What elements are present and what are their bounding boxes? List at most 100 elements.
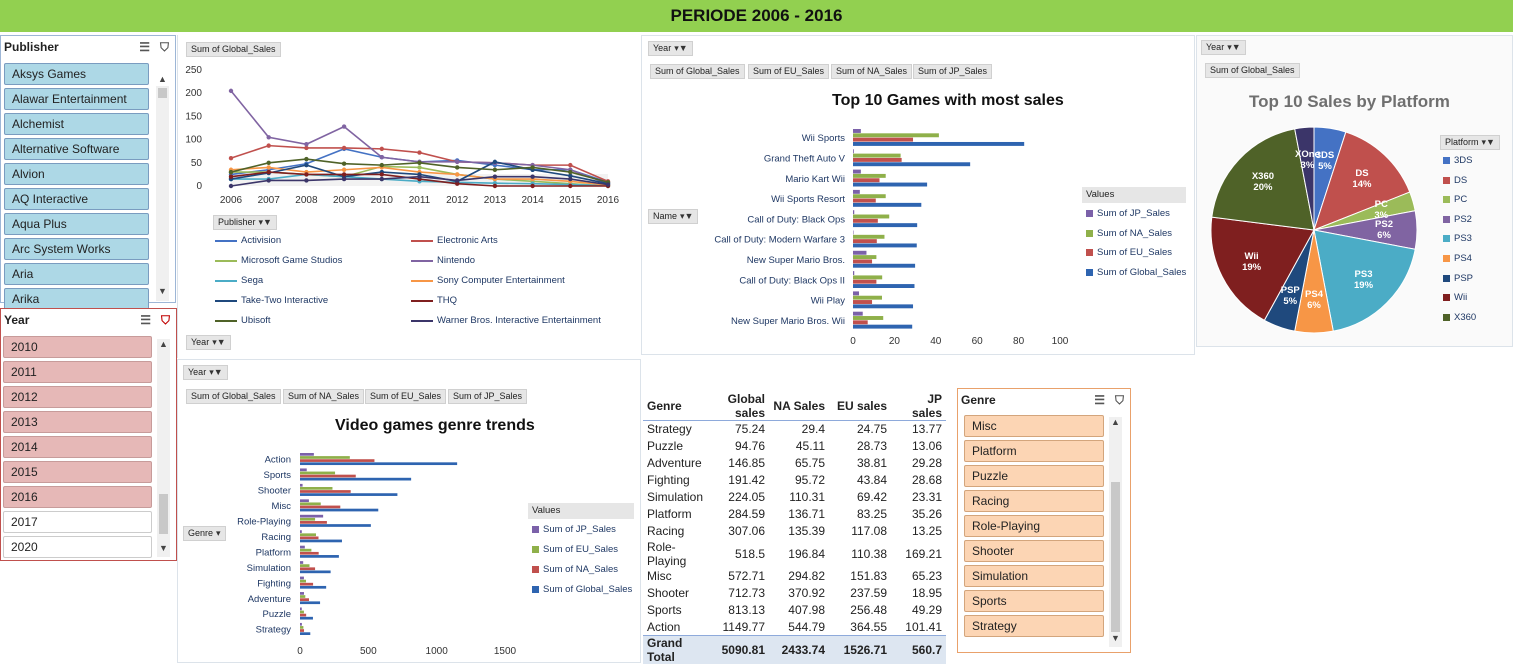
legend-entry: Sony Computer Entertainment [411,275,565,286]
publisher-item[interactable]: Alawar Entertainment [4,88,149,110]
x-tick-label: 20 [889,336,901,347]
year-item[interactable]: 2017 [3,511,152,533]
bar [853,250,867,255]
category-label: Puzzle [262,609,291,620]
x-tick-label: 2016 [597,195,620,206]
publisher-item[interactable]: Arc System Works [4,238,149,260]
genre-sales-table: Genre Global sales NA Sales EU sales JP sale… [643,392,946,664]
publisher-item[interactable]: Aria [4,263,149,285]
scroll-up-icon[interactable]: ▲ [158,74,167,84]
value-field-button[interactable]: Sum of EU_Sales [365,389,447,404]
multi-select-icon[interactable]: ☰ [139,40,150,54]
value-field-button[interactable]: Sum of NA_Sales [831,64,913,79]
table-cell: 28.68 [911,473,942,487]
year-item[interactable]: 2011 [3,361,152,383]
bar [300,564,310,567]
genre-item[interactable]: Sports [964,590,1104,612]
category-label: Adventure [248,594,291,605]
name-axis-button[interactable]: Name ▾▼ [648,209,699,224]
bar [300,613,307,617]
genre-item[interactable]: Role-Playing [964,515,1104,537]
genre-scrollbar[interactable]: ▲ ▼ [1109,417,1122,647]
scroll-thumb[interactable] [158,88,167,98]
genre-item[interactable]: Shooter [964,540,1104,562]
x-tick-label: 2014 [521,195,544,206]
sum-global-sales-field-button[interactable]: Sum of Global_Sales [1205,63,1300,78]
genre-slicer: Genre ☰ ⛉ Misc Platform Puzzle Racing Role-P… [957,388,1131,653]
series-point [455,178,460,183]
table-cell: 45.11 [795,439,825,453]
pie-slice-name: DS [1355,167,1369,179]
platform-pie-chart [1210,126,1418,334]
scroll-thumb[interactable] [159,494,168,534]
value-field-button[interactable]: Sum of Global_Sales [186,389,281,404]
legend-label: Sum of EU_Sales [543,544,618,555]
column-header[interactable]: Global sales [711,392,769,421]
multi-select-icon[interactable]: ☰ [1094,393,1105,407]
legend-entry: Electronic Arts [411,235,498,246]
legend-swatch [1086,268,1093,276]
publisher-item[interactable]: Alchemist [4,113,149,135]
scroll-down-icon[interactable]: ▼ [159,543,168,553]
table-row: Racing 307.06 135.39 117.08 13.25 [643,523,946,540]
clear-filter-icon[interactable]: ⛉ [1114,392,1124,407]
clear-filter-icon[interactable]: ⛉ [160,312,170,327]
legend-entry: THQ [411,295,457,306]
column-header[interactable]: Genre [643,392,711,421]
publisher-item[interactable]: AQ Interactive [4,188,149,210]
year-item[interactable]: 2016 [3,486,152,508]
value-field-button[interactable]: Sum of Global_Sales [650,64,745,79]
publisher-item[interactable]: Aksys Games [4,63,149,85]
publisher-item[interactable]: Alternative Software [4,138,149,160]
column-header[interactable]: NA Sales [769,392,829,421]
table-cell: 24.75 [856,422,887,437]
year-item[interactable]: 2015 [3,461,152,483]
year-item[interactable]: 2013 [3,411,152,433]
year-item[interactable]: 2010 [3,336,152,358]
publisher-scrollbar[interactable]: ▲ ▼ [156,74,169,301]
x-tick-label: 100 [1052,336,1069,347]
column-header[interactable]: JP sales [891,392,946,421]
year-filter-button[interactable]: Year ▾▼ [183,365,228,380]
bar [853,189,860,194]
scroll-up-icon[interactable]: ▲ [159,339,168,349]
scroll-down-icon[interactable]: ▼ [158,286,167,296]
publisher-item[interactable]: Alvion [4,163,149,185]
genre-item[interactable]: Racing [964,490,1104,512]
genre-item[interactable]: Strategy [964,615,1104,637]
genre-item[interactable]: Platform [964,440,1104,462]
value-field-button[interactable]: Sum of JP_Sales [913,64,993,79]
scroll-down-icon[interactable]: ▼ [1111,633,1120,643]
year-item[interactable]: 2020 [3,536,152,558]
table-row: Simulation 224.05 110.31 69.42 23.31 [643,489,946,506]
year-axis-button[interactable]: Year ▾▼ [186,335,231,350]
pie-slice-percent: 20% [1253,182,1273,194]
legend-swatch [532,526,539,533]
value-field-button[interactable]: Sum of NA_Sales [283,389,365,404]
value-field-button[interactable]: Sum of JP_Sales [448,389,528,404]
genre-item[interactable]: Simulation [964,565,1104,587]
column-header[interactable]: EU sales [829,392,891,421]
bar [853,194,886,199]
genre-item[interactable]: Puzzle [964,465,1104,487]
multi-select-icon[interactable]: ☰ [140,313,151,327]
publisher-item[interactable]: Aqua Plus [4,213,149,235]
platform-legend-button[interactable]: Platform ▾▼ [1440,135,1500,150]
genre-item[interactable]: Misc [964,415,1104,437]
legend-label: PSP [1454,272,1474,284]
year-item[interactable]: 2014 [3,436,152,458]
year-item[interactable]: 2012 [3,386,152,408]
genre-axis-button[interactable]: Genre ▾ [183,526,226,541]
clear-filter-icon[interactable]: ⛉ [159,39,169,54]
value-field-button[interactable]: Sum of EU_Sales [748,64,830,79]
pie-slice [1211,128,1315,231]
scroll-thumb[interactable] [1111,482,1120,632]
table-cell: 146.85 [728,456,765,470]
publisher-item[interactable]: Arika [4,288,149,310]
sum-global-sales-field-button[interactable]: Sum of Global_Sales [186,42,281,57]
year-filter-button[interactable]: Year ▾▼ [1201,40,1246,55]
scroll-up-icon[interactable]: ▲ [1111,417,1120,427]
year-scrollbar[interactable]: ▲ ▼ [157,339,170,557]
publisher-legend-button[interactable]: Publisher ▾▼ [213,215,277,230]
year-filter-button[interactable]: Year ▾▼ [648,41,693,56]
